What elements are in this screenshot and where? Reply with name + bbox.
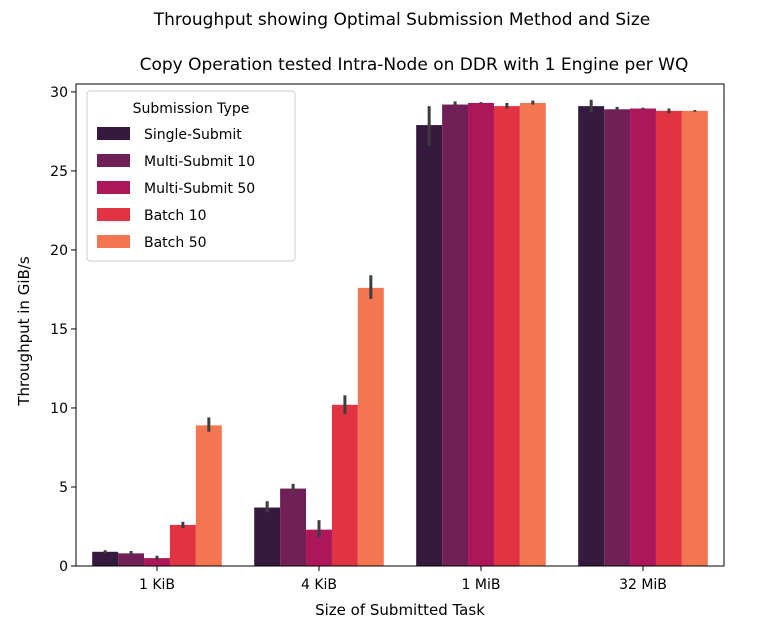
legend-label: Multi-Submit 50	[144, 181, 255, 197]
bar-2-2	[468, 102, 494, 567]
y-tick-label: 20	[50, 243, 68, 259]
plot-frame	[75, 83, 725, 567]
bar-4-2	[519, 102, 546, 567]
bar-1-0	[118, 553, 145, 566]
x-axis-label: Size of Submitted Task	[315, 601, 485, 619]
bar-2-0	[144, 558, 170, 566]
errorbars-layer	[103, 99, 697, 561]
x-tick-label: 1 KiB	[139, 577, 175, 593]
legend-swatch	[97, 181, 130, 194]
bar-0-1	[254, 507, 281, 566]
chart-title: Throughput showing Optimal Submission Me…	[153, 10, 651, 30]
bar-4-1	[357, 287, 384, 566]
legend-box	[86, 90, 296, 262]
legend-swatch	[97, 127, 130, 140]
legend-swatch	[97, 235, 130, 248]
bar-1-3	[604, 109, 631, 566]
bar-0-0	[92, 551, 119, 566]
bar-3-1	[331, 404, 358, 566]
bar-1-1	[280, 488, 307, 566]
bar-0-2	[416, 125, 443, 566]
x-tick-label: 4 KiB	[301, 577, 337, 593]
y-tick-label: 0	[59, 559, 68, 575]
y-tick-label: 15	[50, 322, 68, 338]
x-axis: 1 KiB 4 KiB 1 MiB 32 MiB	[139, 566, 667, 593]
bar-3-2	[493, 106, 520, 567]
y-axis: 0 5 10 15 20 25 30	[50, 85, 76, 575]
bar-1-2	[442, 104, 469, 567]
bar-3-0	[169, 524, 196, 566]
legend-title: Submission Type	[133, 101, 250, 117]
y-tick-label: 25	[50, 164, 68, 180]
legend-swatch	[97, 208, 130, 221]
x-tick-label: 1 MiB	[462, 577, 501, 593]
bar-4-0	[195, 425, 222, 566]
y-tick-label: 5	[59, 480, 68, 496]
x-tick-label: 32 MiB	[619, 577, 667, 593]
legend-label: Batch 10	[144, 208, 207, 224]
legend-label: Multi-Submit 10	[144, 154, 255, 170]
y-axis-label: Throughput in GiB/s	[15, 256, 33, 406]
y-tick-label: 10	[50, 401, 68, 417]
legend-items: Single-Submit Multi-Submit 10 Multi-Submit…	[97, 127, 255, 251]
legend-swatch	[97, 154, 130, 167]
legend-label: Single-Submit	[144, 127, 242, 143]
y-tick-label: 30	[50, 85, 68, 101]
legend: Submission Type Single-Submit Multi-Submi…	[86, 90, 296, 262]
bar-0-3	[578, 106, 605, 567]
chart-subtitle: Copy Operation tested Intra-Node on DDR …	[140, 55, 689, 75]
bar-2-3	[630, 108, 656, 566]
bar-4-3	[681, 110, 708, 566]
legend-label: Batch 50	[144, 235, 207, 251]
bar-3-3	[655, 110, 682, 566]
